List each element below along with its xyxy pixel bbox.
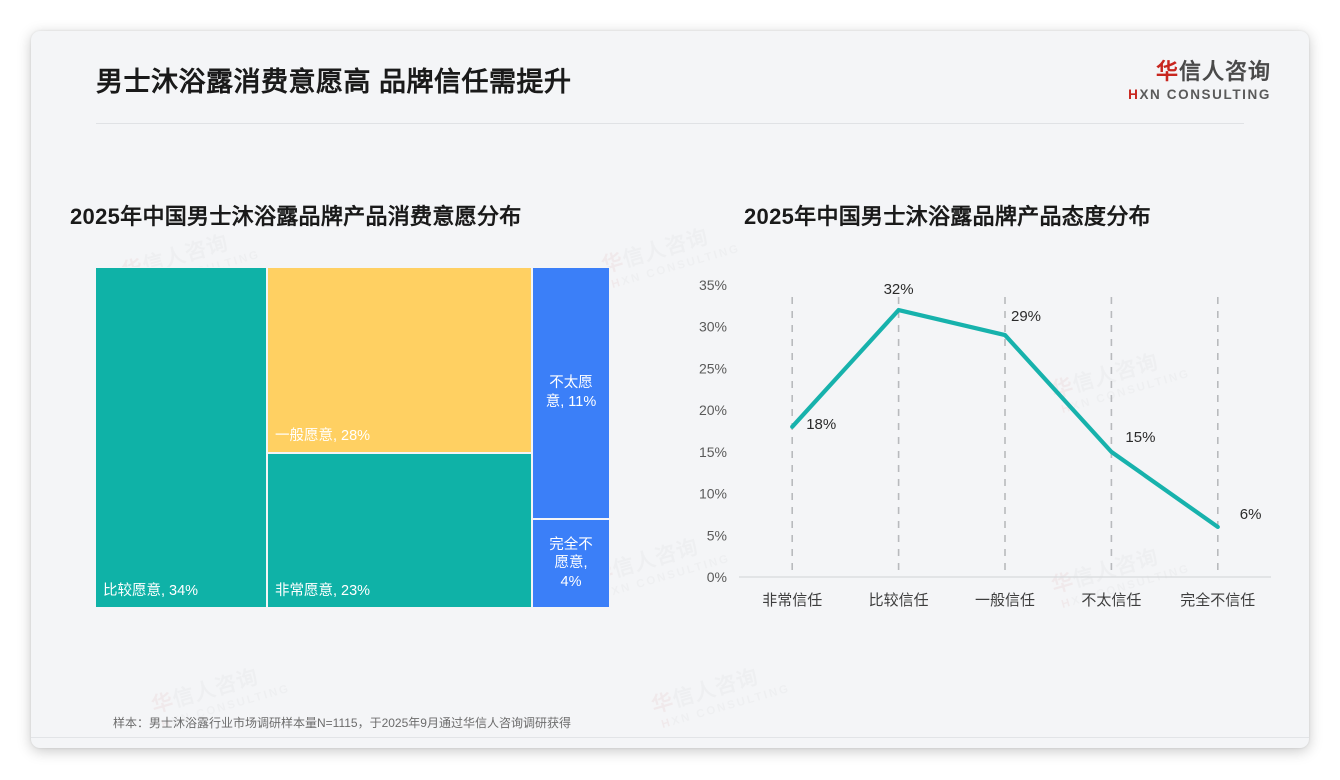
left-chart-title: 2025年中国男士沐浴露品牌产品消费意愿分布 — [70, 204, 522, 229]
treemap-label-not-willing: 不太愿 意, 11% — [545, 375, 597, 410]
data-label: 29% — [1011, 308, 1041, 325]
data-label: 18% — [806, 416, 836, 433]
watermark-cn: 华信人咨询 — [149, 665, 261, 717]
website-url[interactable]: www.hxrcon.com — [1178, 747, 1269, 748]
source-note: 样本：男士沐浴露行业市场调研样本量N=1115，于2025年9月通过华信人咨询调… — [113, 716, 571, 730]
watermark-cn: 华信人咨询 — [649, 665, 761, 717]
watermark: 华信人咨询 HXN CONSULTING — [648, 653, 792, 732]
line-chart-svg: 0% 5% 10% 15% 20% 25% 30% 35% 18% 32% 29% 15% 6% 非常… — [699, 277, 1271, 609]
y-axis-tick: 0% — [707, 569, 727, 585]
watermark-en-red: H — [660, 716, 674, 732]
x-axis-tick: 非常信任 — [762, 592, 822, 609]
logo-english-name: HXN CONSULTING — [1128, 87, 1271, 102]
y-axis-tick: 5% — [707, 527, 727, 543]
treemap-cell-not-willing[interactable]: 不太愿 意, 11% — [532, 267, 610, 519]
y-axis-tick-labels: 0% 5% 10% 15% 20% 25% 30% 35% — [699, 277, 727, 585]
y-axis-tick: 20% — [699, 402, 727, 418]
y-axis-tick: 15% — [699, 444, 727, 460]
x-axis-tick-labels: 非常信任 比较信任 一般信任 不太信任 完全不信任 — [762, 591, 1255, 609]
data-label: 32% — [884, 281, 914, 298]
vertical-gridlines — [791, 297, 1219, 577]
right-chart-title: 2025年中国男士沐浴露品牌产品态度分布 — [744, 204, 1151, 229]
treemap-cell-neutral[interactable]: 一般愿意, 28% — [267, 267, 532, 453]
treemap-cell-quite-willing-label[interactable]: 比较愿意, 34% — [95, 449, 267, 608]
x-axis-tick: 完全不信任 — [1180, 591, 1255, 609]
logo-cn-rest: 信人咨询 — [1178, 59, 1271, 84]
watermark-en: HXN CONSULTING — [660, 683, 792, 731]
treemap-cell-quite-willing[interactable] — [95, 267, 267, 449]
treemap-label-quite-willing: 比较愿意, 34% — [103, 583, 199, 600]
y-axis-tick: 10% — [699, 486, 727, 502]
x-axis-tick: 一般信任 — [975, 592, 1035, 609]
treemap-cell-very-willing[interactable]: 非常愿意, 23% — [267, 453, 532, 608]
watermark-cn-rest: 信人咨询 — [670, 665, 762, 712]
data-point-labels: 18% 32% 29% 15% 6% — [806, 281, 1261, 523]
logo-en-red-char: H — [1128, 87, 1140, 103]
data-label: 15% — [1125, 429, 1155, 446]
treemap-label-very-willing: 非常愿意, 23% — [275, 583, 371, 600]
watermark-en-red: H — [610, 276, 624, 292]
y-axis-tick: 30% — [699, 319, 727, 335]
line-chart: 0% 5% 10% 15% 20% 25% 30% 35% 18% 32% 29% 15% 6% 非常… — [671, 267, 1281, 617]
treemap-label-fully-unwilling: 完全不 愿意, 4% — [549, 536, 593, 590]
watermark-en-rest: XN CONSULTING — [670, 682, 792, 729]
watermark-cn-rest: 信人咨询 — [170, 665, 262, 712]
watermark-cn-rest: 信人咨询 — [620, 225, 712, 272]
y-axis-tick: 35% — [699, 277, 727, 293]
x-axis-tick: 不太信任 — [1081, 592, 1141, 609]
logo-cn-red-char: 华 — [1155, 59, 1179, 84]
treemap-cell-fully-unwilling[interactable]: 完全不 愿意, 4% — [532, 519, 610, 608]
data-label: 6% — [1240, 506, 1262, 523]
logo-chinese-name: 华信人咨询 — [1128, 59, 1271, 84]
data-series-line[interactable] — [790, 307, 1220, 530]
logo-en-rest: XN CONSULTING — [1139, 87, 1271, 103]
x-axis-tick: 比较信任 — [869, 591, 929, 609]
watermark-cn-red: 华 — [649, 689, 677, 718]
page-title: 男士沐浴露消费意愿高 品牌信任需提升 — [96, 67, 572, 97]
slide-canvas: 华信人咨询 HXN CONSULTING 华信人咨询 HXN CONSULTIN… — [31, 31, 1309, 748]
slide-header: 男士沐浴露消费意愿高 品牌信任需提升 华信人咨询 HXN CONSULTING — [31, 31, 1309, 130]
y-axis-tick: 25% — [699, 360, 727, 376]
company-logo: 华信人咨询 HXN CONSULTING — [1128, 59, 1271, 102]
header-divider — [96, 123, 1244, 124]
treemap-chart: 比较愿意, 34% 一般愿意, 28% 非常愿意, 23% 不太愿 意, 11% … — [95, 267, 610, 608]
copyright-text: ©2025.11 HXR华信人咨询 — [73, 747, 213, 748]
footer-divider — [31, 737, 1309, 738]
treemap-label-neutral: 一般愿意, 28% — [275, 428, 371, 445]
